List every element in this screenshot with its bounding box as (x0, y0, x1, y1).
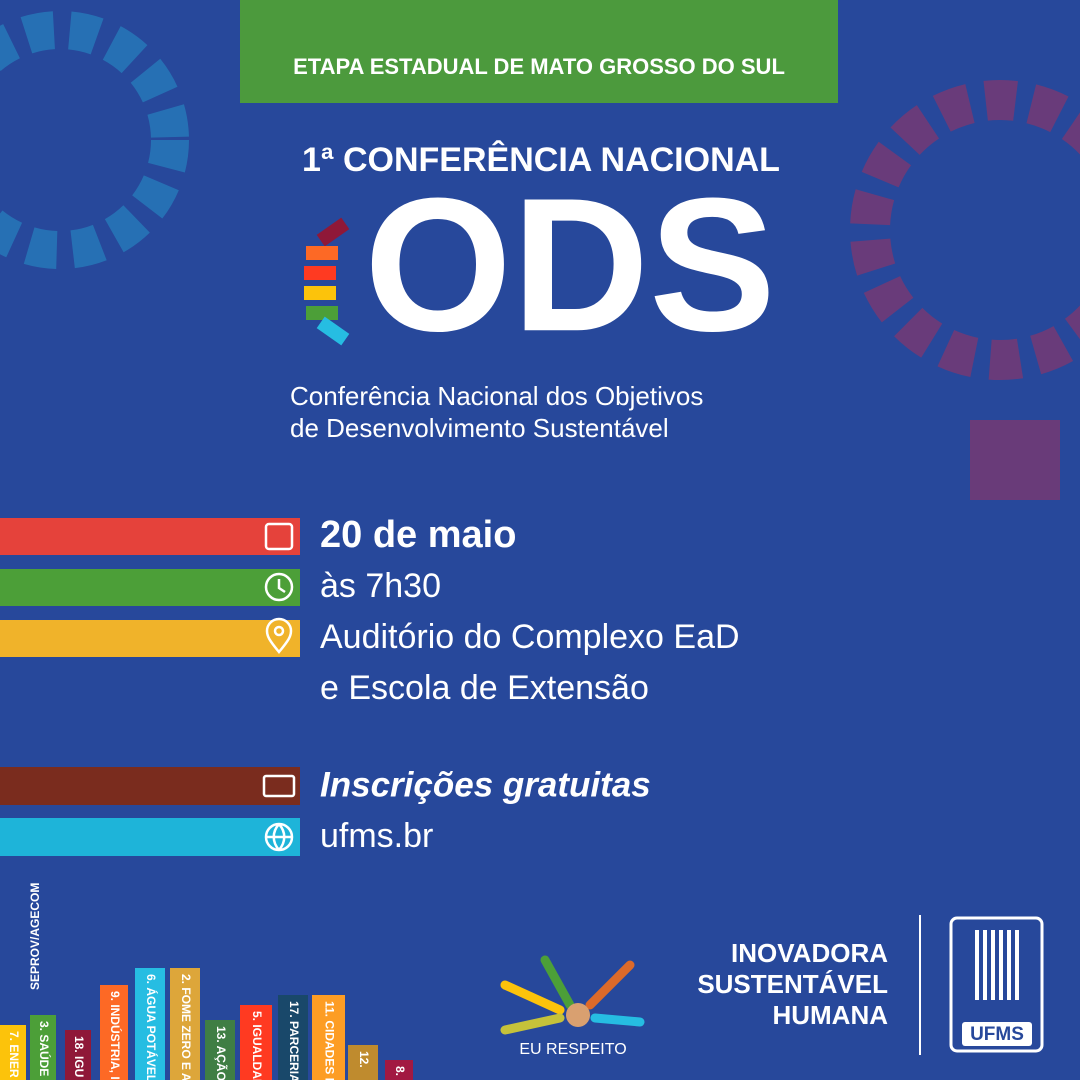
book-label: 12. (357, 1051, 371, 1068)
book-spine (205, 1020, 235, 1080)
info-bar (0, 518, 300, 555)
info-bar (0, 767, 300, 805)
time: às 7h30 (320, 567, 441, 605)
campaign-text: EU RESPEITO (519, 1041, 626, 1058)
book-spine (65, 1030, 91, 1080)
book-spine (348, 1045, 378, 1080)
registration: Inscrições gratuitas (320, 765, 651, 804)
logo-petals (304, 217, 350, 346)
book-spine (135, 968, 165, 1080)
info-bar (0, 569, 300, 606)
book-label: 9. INDÚSTRIA, INO (108, 991, 123, 1080)
slogan: HUMANA (772, 1000, 888, 1030)
book-label: 13. AÇÃO (214, 1026, 229, 1080)
icons (262, 522, 296, 852)
book-label: 5. IGUALDAD (250, 1011, 264, 1080)
book-label: 11. CIDADES E CO (322, 1001, 336, 1080)
book-spine (312, 995, 345, 1080)
place: e Escola de Extensão (320, 669, 649, 707)
book-spines: 7. ENER 3. SAÚDE 18. IGU 9. INDÚSTRIA, INO 6… (0, 968, 413, 1080)
banner (240, 0, 838, 103)
site: ufms.br (320, 817, 433, 855)
date: 20 de maio (320, 514, 516, 556)
info-bar (0, 818, 300, 856)
book-spine (278, 995, 308, 1080)
book-label: 7. ENER (7, 1031, 21, 1078)
slogan: SUSTENTÁVEL (697, 969, 888, 999)
ufms-logo (949, 916, 1044, 1053)
book-spine (385, 1060, 413, 1080)
decor-wheels (0, 11, 1080, 500)
book-spine (100, 985, 128, 1080)
ufms-text: UFMS (970, 1024, 1024, 1045)
book-label: 18. IGU (72, 1036, 86, 1077)
banner-text: ETAPA ESTADUAL DE MATO GROSSO DO SUL (293, 54, 785, 79)
book-label: 3. SAÚDE (37, 1021, 52, 1076)
place: Auditório do Complexo EaD (320, 618, 740, 656)
title: 1ª CONFERÊNCIA NACIONAL (302, 141, 780, 179)
slogan: INOVADORA (731, 938, 888, 968)
ufms-emblem (962, 930, 1032, 1046)
book-label: 2. FOME ZERO E AGRI (179, 974, 193, 1080)
subtitle: Conferência Nacional dos Objetivos (290, 381, 703, 411)
book-label: 8. (393, 1066, 407, 1076)
book-spine (240, 1005, 272, 1080)
book-spine (170, 968, 200, 1080)
info-bar (0, 620, 300, 657)
credit: SEPROV/AGECOM (28, 883, 42, 990)
logo-text: ODS (364, 159, 776, 371)
book-label: 17. PARCERIAS E (287, 1001, 301, 1080)
book-spine (0, 1025, 26, 1080)
campaign-logo (500, 955, 645, 1035)
book-spine (30, 1015, 56, 1080)
book-label: 6. ÁGUA POTÁVEL E S (144, 974, 159, 1080)
subtitle: de Desenvolvimento Sustentável (290, 413, 669, 443)
